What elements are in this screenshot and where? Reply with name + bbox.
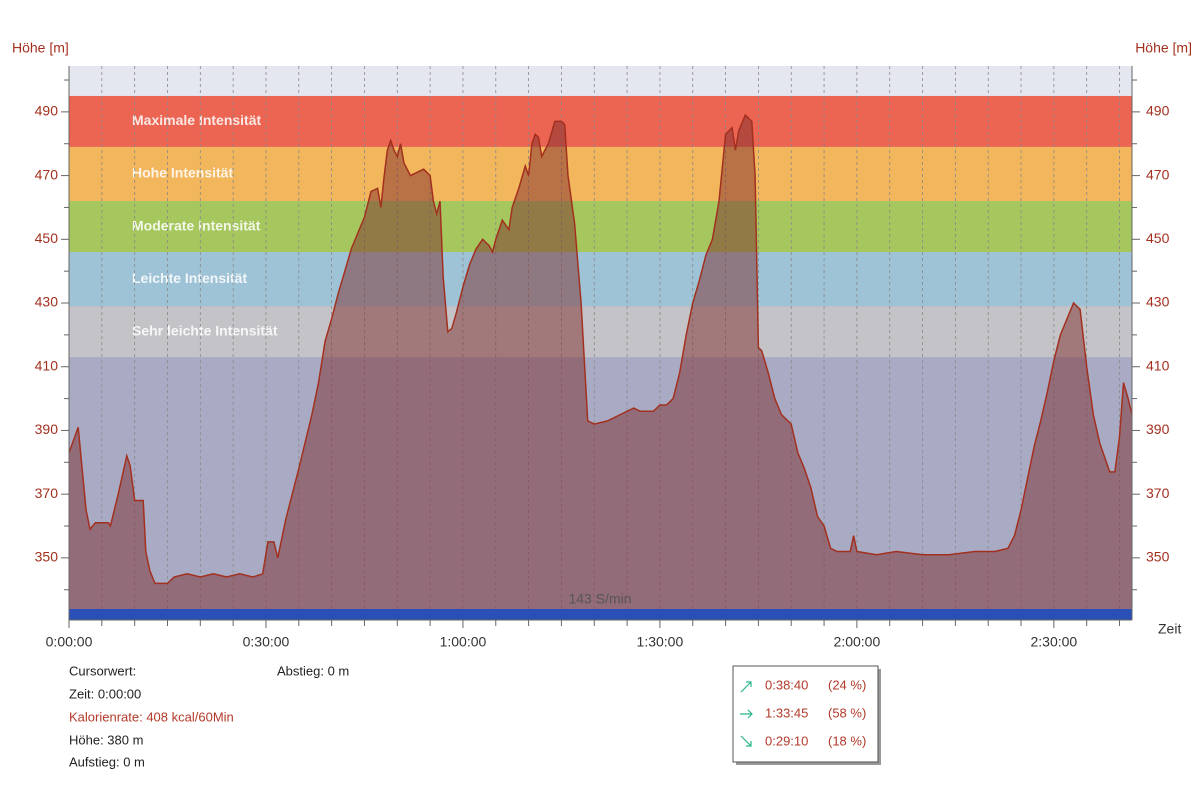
cursor-time: Zeit: 0:00:00 bbox=[69, 686, 141, 701]
y-tick-label-right: 410 bbox=[1146, 357, 1170, 373]
band-label: Leichte Intensität bbox=[132, 270, 247, 286]
y-tick-label: 390 bbox=[35, 421, 59, 437]
cadence-label: 143 S/min bbox=[568, 591, 631, 607]
y-tick-label-right: 390 bbox=[1146, 421, 1170, 437]
summary-share: (24 %) bbox=[828, 677, 866, 692]
cadence-bar bbox=[69, 609, 1132, 620]
intensity-band bbox=[69, 252, 1132, 307]
band-label: Hohe Intensität bbox=[132, 165, 233, 181]
summary-box bbox=[732, 665, 879, 763]
cursor-descent: Abstieg: 0 m bbox=[277, 663, 349, 678]
y-tick-label-right: 430 bbox=[1146, 294, 1170, 310]
summary-share: (18 %) bbox=[828, 733, 866, 748]
y-tick-label: 410 bbox=[35, 357, 59, 373]
y-tick-label: 450 bbox=[35, 230, 59, 246]
summary-share: (58 %) bbox=[828, 705, 866, 720]
x-tick-label: 2:30:00 bbox=[1031, 634, 1078, 650]
x-tick-label: 0:00:00 bbox=[46, 634, 93, 650]
y-tick-label: 370 bbox=[35, 485, 59, 501]
intensity-band bbox=[69, 146, 1132, 202]
cursor-title: Cursorwert: bbox=[69, 663, 136, 678]
x-axis-title: Zeit bbox=[1158, 621, 1181, 637]
y-tick-label: 350 bbox=[35, 549, 59, 565]
summary-time: 1:33:45 bbox=[765, 705, 808, 720]
cursor-ascent: Aufstieg: 0 m bbox=[69, 754, 145, 769]
x-tick-label: 1:00:00 bbox=[440, 634, 487, 650]
y-axis-title-right: Höhe [m] bbox=[1135, 40, 1192, 56]
y-tick-label: 430 bbox=[35, 294, 59, 310]
x-tick-label: 2:00:00 bbox=[834, 634, 881, 650]
intensity-band bbox=[69, 95, 1132, 147]
elevation-area bbox=[69, 115, 1132, 620]
summary-icons bbox=[740, 681, 753, 747]
y-tick-label-right: 490 bbox=[1146, 103, 1170, 119]
band-label: Moderate Intensität bbox=[132, 217, 261, 233]
y-tick-label-right: 470 bbox=[1146, 166, 1170, 182]
summary-time: 0:38:40 bbox=[765, 677, 808, 692]
x-tick-label: 0:30:00 bbox=[243, 634, 290, 650]
intensity-band bbox=[69, 306, 1132, 358]
cursor-height: Höhe: 380 m bbox=[69, 732, 143, 747]
band-label: Maximale Intensität bbox=[132, 112, 261, 128]
x-tick-label: 1:30:00 bbox=[637, 634, 684, 650]
cursor-calories: Kalorienrate: 408 kcal/60Min bbox=[69, 709, 234, 724]
y-tick-label: 470 bbox=[35, 166, 59, 182]
y-tick-label-right: 350 bbox=[1146, 549, 1170, 565]
elevation-line bbox=[68, 113, 1133, 585]
summary-time: 0:29:10 bbox=[765, 733, 808, 748]
y-tick-label: 490 bbox=[35, 103, 59, 119]
intensity-band bbox=[69, 201, 1132, 253]
y-axis-title: Höhe [m] bbox=[12, 40, 69, 56]
y-tick-label-right: 370 bbox=[1146, 485, 1170, 501]
band-label: Sehr leichte Intensität bbox=[132, 322, 278, 338]
y-tick-label-right: 450 bbox=[1146, 230, 1170, 246]
